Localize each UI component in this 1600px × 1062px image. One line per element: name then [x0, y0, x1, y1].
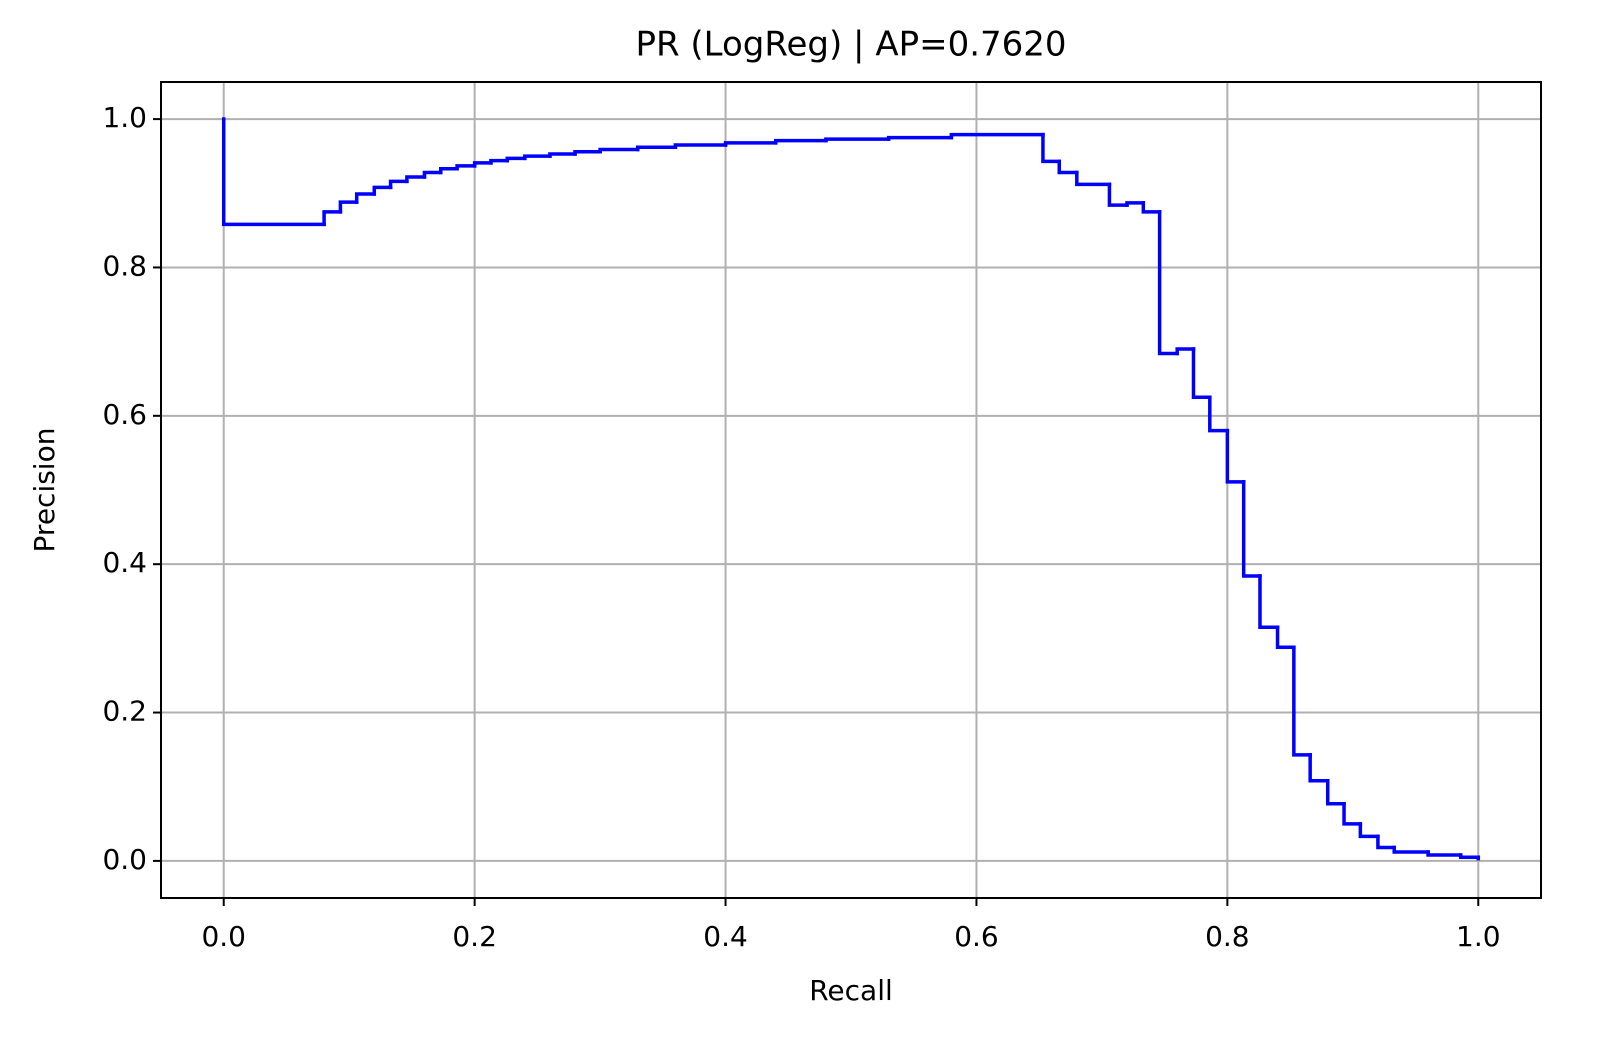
curve-step: [1041, 132, 1061, 164]
y-tick-label: 0.2: [102, 695, 147, 728]
curve-step: [1075, 170, 1112, 187]
curve-step: [338, 200, 359, 214]
curve-step: [1292, 645, 1312, 757]
curve-step: [1392, 845, 1430, 854]
x-tick-label: 0.2: [452, 920, 497, 953]
chart-title: PR (LogReg) | AP=0.7620: [635, 25, 1066, 65]
curve-step: [1225, 428, 1246, 484]
curve-step: [1191, 347, 1212, 400]
curve-step: [598, 147, 640, 154]
curve-step: [1157, 210, 1179, 356]
curve-step: [405, 175, 427, 184]
curve-step: [372, 185, 393, 196]
curve-step: [1258, 574, 1280, 629]
curve-step: [635, 145, 678, 152]
curve-step: [1458, 853, 1481, 859]
curve-step: [824, 137, 891, 143]
curve-step: [949, 132, 1045, 140]
curve-step: [1325, 779, 1346, 806]
y-tick-label: 0.4: [102, 546, 147, 579]
curve-step: [1342, 802, 1363, 826]
x-tick-label: 0.6: [954, 920, 999, 953]
curve-step: [1376, 834, 1396, 850]
curve-step: [505, 156, 527, 163]
x-axis-label: Recall: [809, 974, 893, 1007]
curve-step: [1175, 347, 1196, 356]
curve-step: [1057, 159, 1079, 175]
curve-step: [886, 135, 954, 141]
x-tick-label: 0.8: [1205, 920, 1250, 953]
y-tick-label: 0.0: [102, 843, 147, 876]
curve-step: [1308, 753, 1330, 783]
plot-frame: [160, 81, 1542, 899]
y-tick-label: 1.0: [102, 101, 147, 134]
curve-step: [773, 138, 828, 145]
curve-step: [1426, 850, 1463, 857]
curve-step: [1358, 822, 1380, 839]
x-tick-label: 0.0: [201, 920, 246, 953]
curve-step: [455, 164, 477, 171]
y-tick-label: 0.6: [102, 398, 147, 431]
curve-step: [573, 149, 602, 156]
curve-step: [221, 117, 326, 227]
curve-step: [1125, 201, 1146, 207]
y-tick-label: 0.8: [102, 249, 147, 282]
curve-step: [1141, 201, 1162, 214]
curve-step: [523, 154, 552, 161]
x-tick-label: 1.0: [1456, 920, 1501, 953]
curve-step: [1208, 395, 1230, 433]
y-axis-label: Precision: [28, 428, 61, 553]
curve-step: [1241, 480, 1262, 578]
curve-step: [1107, 182, 1129, 207]
x-tick-label: 0.4: [703, 920, 748, 953]
curve-step: [673, 143, 728, 150]
curve-step: [723, 141, 778, 147]
curve-step: [548, 152, 577, 158]
curve-step: [322, 210, 343, 227]
curve-step: [1275, 625, 1296, 650]
curve-step: [439, 167, 459, 175]
curve-step: [489, 158, 510, 165]
curve-step: [422, 170, 443, 179]
curve-step: [388, 179, 409, 190]
curve-step: [472, 161, 493, 168]
curve-step: [354, 192, 377, 204]
